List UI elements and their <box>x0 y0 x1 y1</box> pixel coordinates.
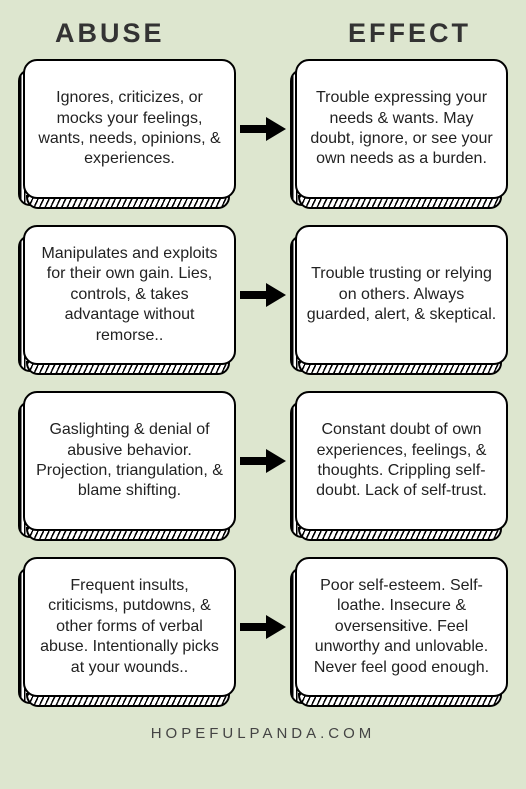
abuse-text: Frequent insults, criticisms, putdowns, … <box>34 576 225 678</box>
effect-text: Constant doubt of own experiences, feeli… <box>306 420 497 502</box>
abuse-card: Ignores, criticizes, or mocks your feeli… <box>23 59 236 199</box>
effect-card-wrap: Trouble trusting or relying on others. A… <box>290 225 508 375</box>
footer-credit: HOPEFULPANDA.COM <box>0 707 526 742</box>
arrow-right-icon <box>240 282 286 308</box>
effect-card: Trouble trusting or relying on others. A… <box>295 225 508 365</box>
arrow-cell <box>236 225 290 375</box>
abuse-text: Manipulates and exploits for their own g… <box>34 244 225 346</box>
effect-text: Trouble expressing your needs & wants. M… <box>306 88 497 170</box>
arrow-cell <box>236 557 290 707</box>
abuse-card-wrap: Gaslighting & denial of abusive behavior… <box>18 391 236 541</box>
header-abuse: ABUSE <box>55 18 165 49</box>
abuse-text: Ignores, criticizes, or mocks your feeli… <box>34 88 225 170</box>
effect-text: Trouble trusting or relying on others. A… <box>306 264 497 325</box>
abuse-card-wrap: Frequent insults, criticisms, putdowns, … <box>18 557 236 707</box>
abuse-card: Frequent insults, criticisms, putdowns, … <box>23 557 236 697</box>
arrow-right-icon <box>240 116 286 142</box>
arrow-right-icon <box>240 614 286 640</box>
abuse-card: Gaslighting & denial of abusive behavior… <box>23 391 236 531</box>
header-effect: EFFECT <box>348 18 471 49</box>
effect-card-wrap: Constant doubt of own experiences, feeli… <box>290 391 508 541</box>
effect-card-wrap: Poor self-esteem. Self-loathe. Insecure … <box>290 557 508 707</box>
effect-text: Poor self-esteem. Self-loathe. Insecure … <box>306 576 497 678</box>
pairs-grid: Ignores, criticizes, or mocks your feeli… <box>0 55 526 707</box>
effect-card-wrap: Trouble expressing your needs & wants. M… <box>290 59 508 209</box>
effect-card: Constant doubt of own experiences, feeli… <box>295 391 508 531</box>
arrow-cell <box>236 391 290 541</box>
arrow-cell <box>236 59 290 209</box>
abuse-card: Manipulates and exploits for their own g… <box>23 225 236 365</box>
header-row: ABUSE EFFECT <box>0 0 526 55</box>
effect-card: Trouble expressing your needs & wants. M… <box>295 59 508 199</box>
abuse-card-wrap: Ignores, criticizes, or mocks your feeli… <box>18 59 236 209</box>
abuse-text: Gaslighting & denial of abusive behavior… <box>34 420 225 502</box>
abuse-card-wrap: Manipulates and exploits for their own g… <box>18 225 236 375</box>
arrow-right-icon <box>240 448 286 474</box>
effect-card: Poor self-esteem. Self-loathe. Insecure … <box>295 557 508 697</box>
